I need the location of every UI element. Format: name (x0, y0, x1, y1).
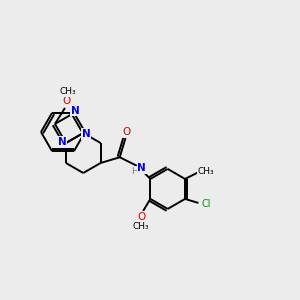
Text: N: N (58, 137, 66, 147)
Text: CH₃: CH₃ (60, 87, 76, 96)
Text: CH₃: CH₃ (197, 167, 214, 176)
Text: Cl: Cl (202, 199, 211, 209)
Text: N: N (137, 163, 146, 173)
Text: N: N (82, 129, 90, 139)
Text: CH₃: CH₃ (133, 222, 149, 231)
Text: N: N (70, 106, 80, 116)
Text: O: O (122, 127, 130, 137)
Text: H: H (131, 167, 138, 176)
Text: O: O (137, 212, 145, 222)
Text: O: O (63, 96, 71, 106)
